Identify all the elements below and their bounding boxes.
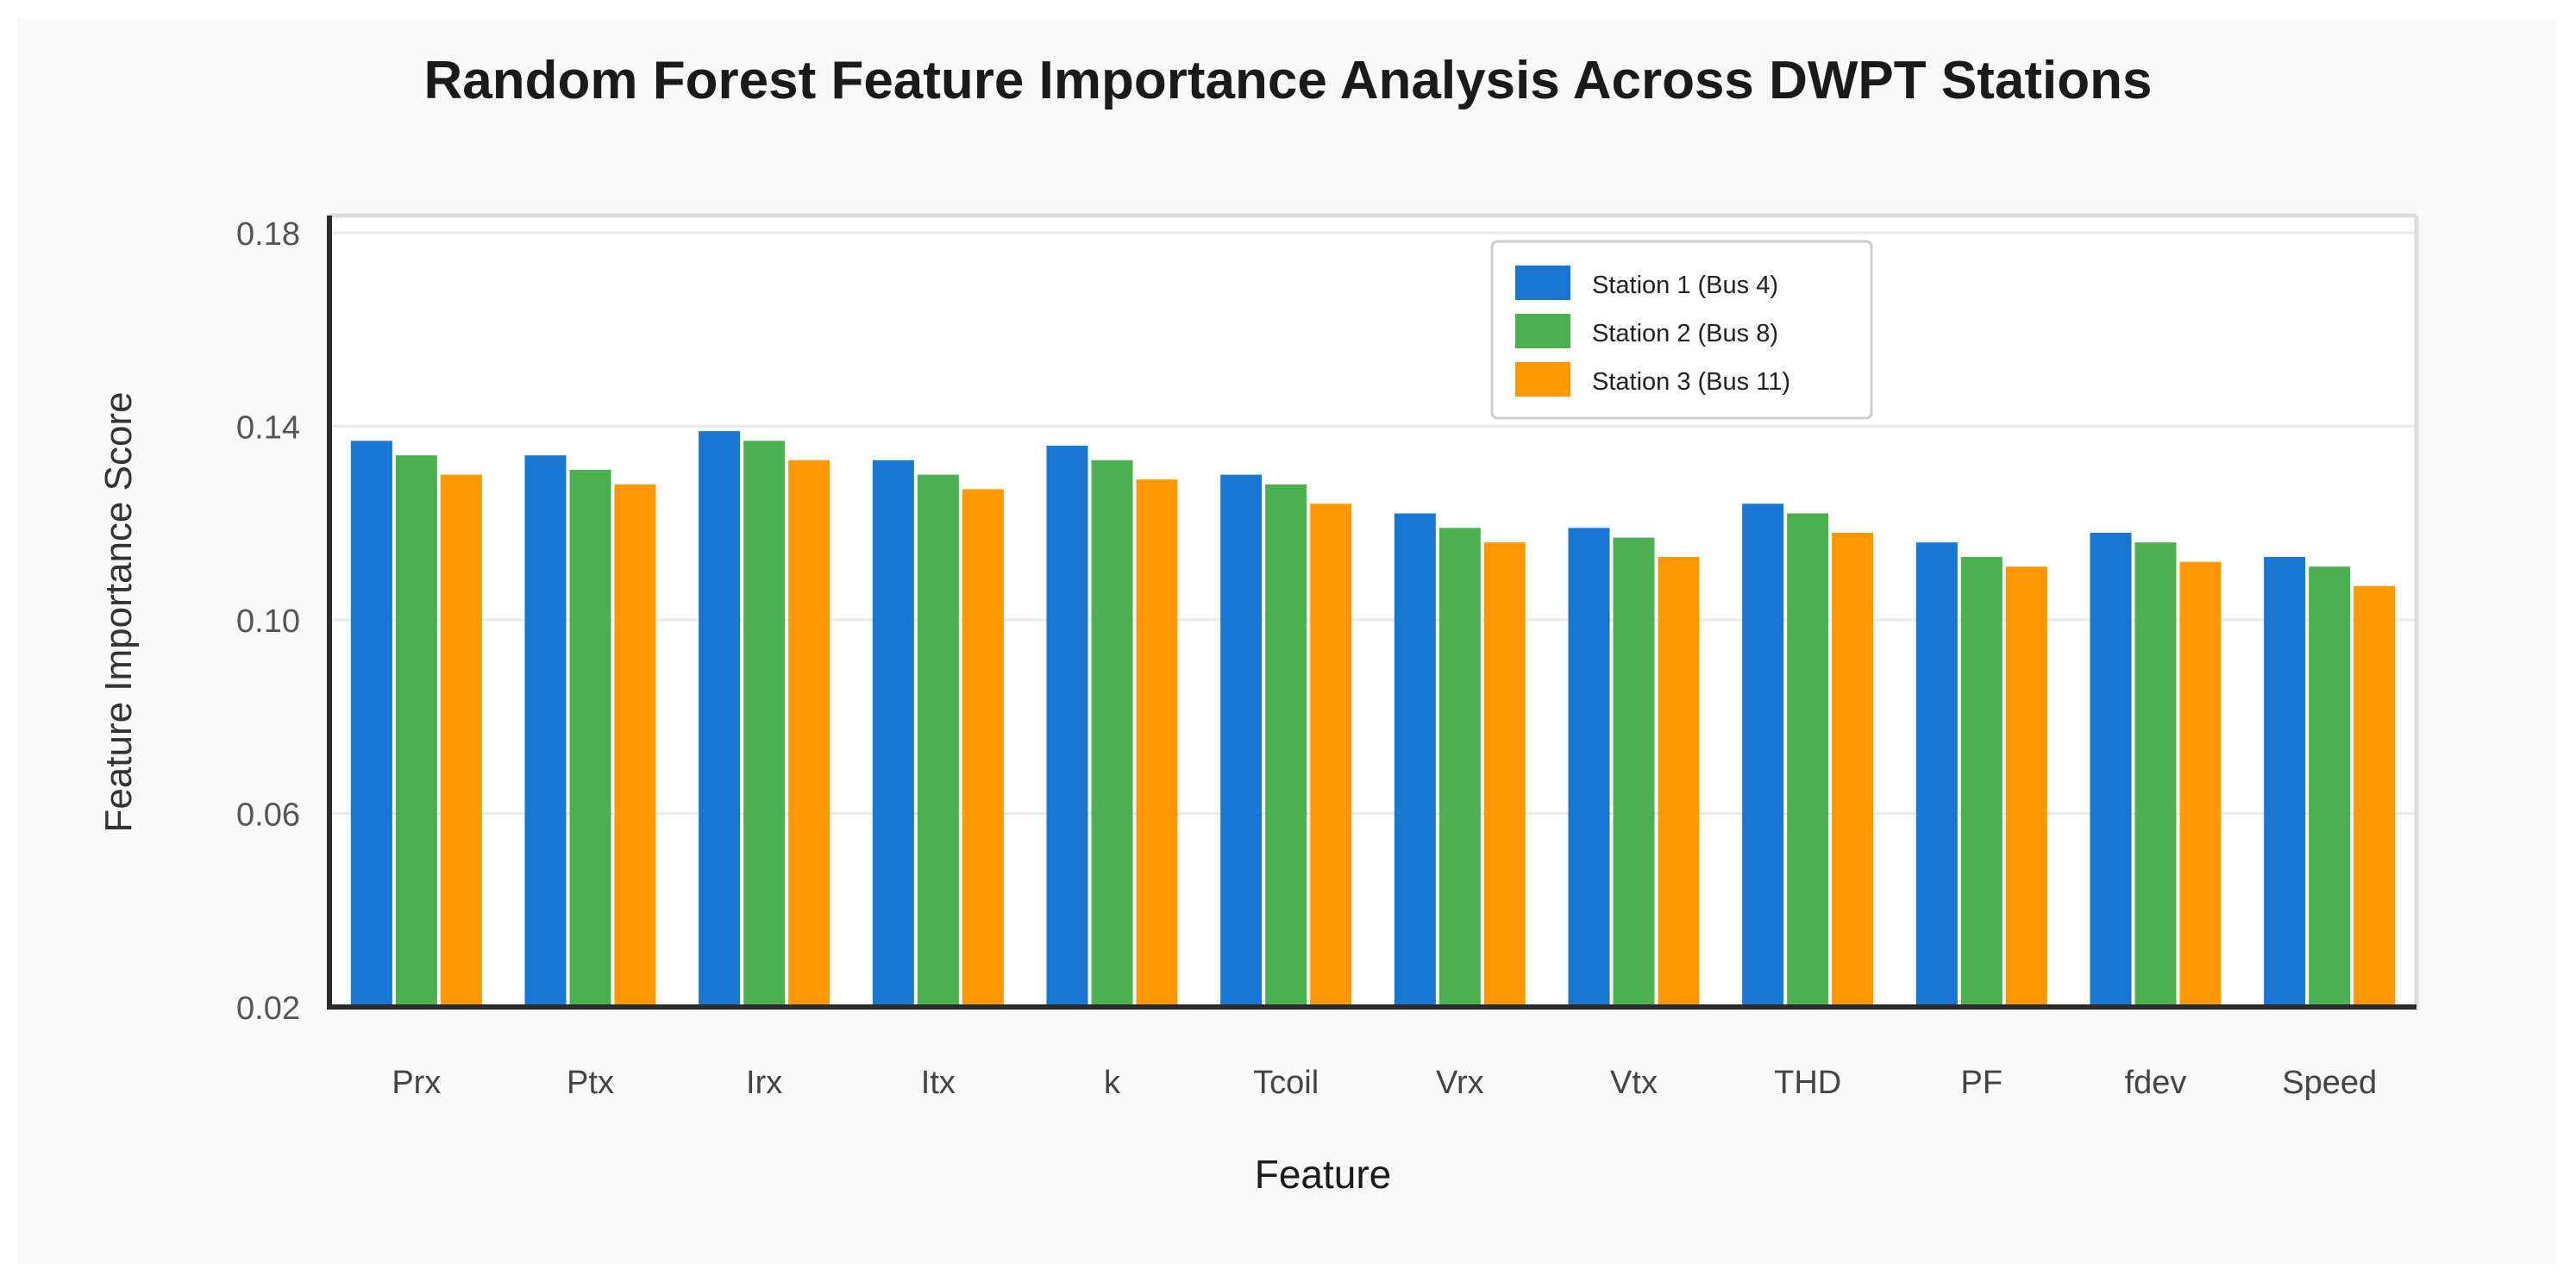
bar xyxy=(1394,513,1436,1007)
bar xyxy=(743,441,786,1007)
bar xyxy=(2353,585,2396,1007)
bar xyxy=(1136,479,1178,1007)
x-tick-labels: Prx Ptx Irx Itx k Tcoil Vrx Vtx THD PF fdev Speed xyxy=(392,1065,2377,1101)
x-tick-label: Speed xyxy=(2282,1065,2377,1101)
bar xyxy=(1310,503,1352,1007)
bars xyxy=(350,431,2396,1007)
y-tick-label: 0.14 xyxy=(236,410,300,447)
plot-area xyxy=(329,216,2416,1007)
y-tick-label: 0.06 xyxy=(236,797,300,834)
x-tick-label: fdev xyxy=(2125,1065,2187,1101)
bar xyxy=(1658,557,1700,1007)
bar xyxy=(1787,513,1829,1007)
gridlines xyxy=(329,231,2416,815)
bar xyxy=(1220,474,1263,1007)
y-axis-label: Feature Importance Score xyxy=(97,391,140,832)
bar xyxy=(1091,460,1133,1007)
x-tick-label: Irx xyxy=(746,1065,782,1101)
bar xyxy=(1960,557,2003,1007)
legend: Station 1 (Bus 4) Station 2 (Bus 8) Statio… xyxy=(1490,240,1873,420)
legend-swatch xyxy=(1515,362,1570,397)
bar xyxy=(917,474,959,1007)
bar xyxy=(440,474,482,1007)
x-tick-label: THD xyxy=(1774,1065,1841,1101)
y-tick-labels: 0.02 0.06 0.10 0.14 0.18 xyxy=(236,216,300,1027)
bar xyxy=(1915,542,1958,1007)
bar xyxy=(524,455,567,1007)
chart-title: Random Forest Feature Importance Analysi… xyxy=(423,51,2153,110)
x-tick-label: Tcoil xyxy=(1253,1065,1319,1101)
x-tick-label: k xyxy=(1104,1065,1121,1101)
bar xyxy=(569,470,611,1007)
legend-label: Station 2 (Bus 8) xyxy=(1592,320,1778,347)
bar xyxy=(962,489,1004,1007)
bar xyxy=(788,460,830,1007)
bar xyxy=(1265,484,1307,1007)
x-tick-label: PF xyxy=(1961,1065,2003,1101)
legend-swatch xyxy=(1515,314,1570,348)
bar xyxy=(395,455,437,1007)
x-tick-label: Vtx xyxy=(1610,1065,1658,1101)
x-tick-label: Prx xyxy=(392,1065,441,1101)
bar xyxy=(1568,528,1610,1007)
bar xyxy=(2090,532,2132,1007)
x-axis-label: Feature xyxy=(1255,1152,1392,1197)
x-tick-label: Vrx xyxy=(1436,1065,1484,1101)
legend-label: Station 1 (Bus 4) xyxy=(1592,272,1778,299)
bar xyxy=(1438,528,1481,1007)
bar xyxy=(350,441,392,1007)
y-tick-label: 0.02 xyxy=(236,991,300,1027)
bar xyxy=(1483,542,1526,1007)
y-tick-label: 0.18 xyxy=(236,216,300,253)
legend-label: Station 3 (Bus 11) xyxy=(1592,368,1790,396)
bar xyxy=(1046,445,1088,1007)
bar xyxy=(1742,503,1784,1007)
legend-swatch xyxy=(1515,266,1570,300)
x-tick-label: Itx xyxy=(921,1065,956,1101)
bar xyxy=(2309,566,2351,1007)
bar xyxy=(2005,566,2047,1007)
bar xyxy=(2179,561,2222,1007)
y-tick-label: 0.10 xyxy=(236,603,300,640)
bar xyxy=(699,431,741,1007)
bar xyxy=(1832,532,1874,1007)
bar xyxy=(872,460,914,1007)
legend-box xyxy=(1490,240,1873,420)
bar xyxy=(2134,542,2177,1007)
bar xyxy=(2264,557,2306,1007)
bar xyxy=(1613,537,1655,1007)
bar xyxy=(614,484,656,1007)
x-tick-label: Ptx xyxy=(567,1065,614,1101)
